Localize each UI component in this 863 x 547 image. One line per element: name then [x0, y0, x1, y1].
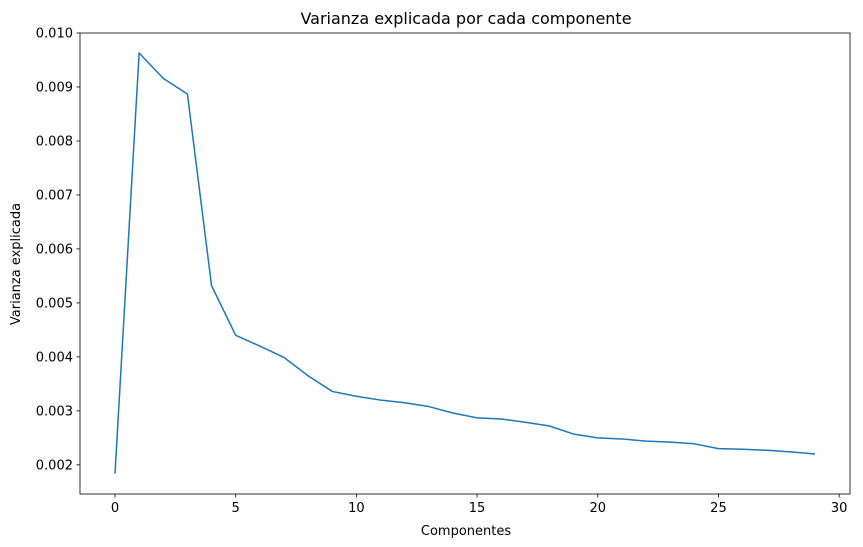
axes-frame	[79, 32, 851, 495]
x-tick-label: 5	[232, 501, 240, 516]
x-tick-label: 20	[589, 501, 606, 516]
x-tick-label: 25	[710, 501, 727, 516]
series-line-0	[114, 52, 816, 474]
y-tick-label: 0.010	[36, 27, 73, 42]
y-tick-label: 0.006	[36, 242, 73, 257]
chart-title: Varianza explicada por cada componente	[300, 9, 631, 28]
y-tick-label: 0.004	[36, 350, 73, 365]
x-tick-label: 10	[348, 501, 365, 516]
y-tick-label: 0.002	[36, 458, 73, 473]
y-tick-label: 0.007	[36, 188, 73, 203]
plot-area: 0 5 10 15 20 25 30 0.002 0.003 0.004 0.005 0.006 0.0…	[36, 27, 851, 516]
x-axis-label: Componentes	[421, 524, 511, 539]
y-axis-label: Varianza explicada	[9, 203, 24, 325]
y-tick-label: 0.005	[36, 296, 73, 311]
x-tick-label: 15	[469, 501, 486, 516]
x-tick-label: 0	[111, 501, 119, 516]
y-tick-label: 0.003	[36, 404, 73, 419]
y-tick-label: 0.008	[36, 134, 73, 149]
y-tick-label: 0.009	[36, 80, 73, 95]
x-tick-label: 30	[831, 501, 848, 516]
